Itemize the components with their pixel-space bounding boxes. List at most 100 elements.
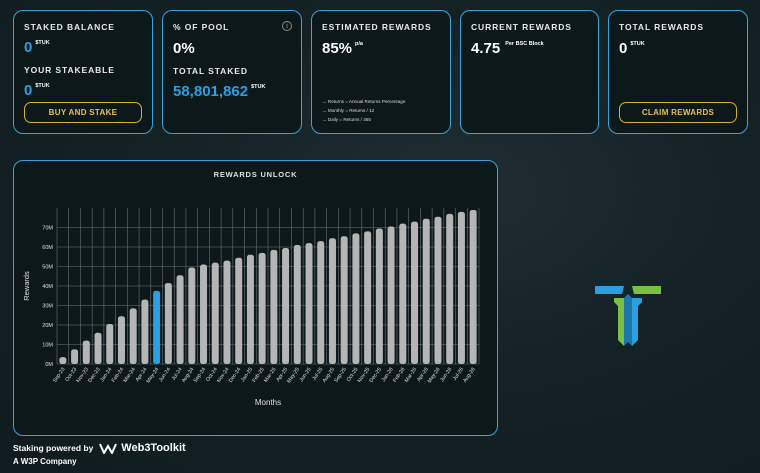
estimated-rewards-number: 85% [322,40,353,57]
estimated-rewards-unit: p/a [355,41,363,47]
current-rewards-unit: Per BSC Block [505,41,544,47]
estimated-rewards-card: ESTIMATED REWARDS 85% p/a → Returns = An… [311,10,451,134]
y-axis-label: Rewards [22,271,31,301]
chart-bar [317,241,325,364]
chart-title: REWARDS UNLOCK [213,170,298,179]
y-tick-label: 30M [42,304,53,310]
y-tick-label: 10M [42,343,53,349]
chart-bar [399,223,407,364]
current-rewards-label: CURRENT REWARDS [471,22,572,32]
chart-bar [340,236,348,364]
chart-bar [153,290,161,364]
chart-bar [246,254,254,364]
pool-label: % OF POOL [173,22,230,32]
x-tick-label: Aug-26 [462,367,477,384]
x-tick-label: Sep-24 [193,367,208,384]
chart-bar [387,226,395,364]
chart-bar [129,308,137,364]
x-tick-label: Jun-25 [299,367,313,384]
chart-bar [270,249,278,364]
y-tick-label: 0M [45,362,53,368]
web3toolkit-brand[interactable]: Web3Toolkit [121,442,186,454]
current-rewards-value: 4.75 Per BSC Block [471,40,588,57]
estimated-rewards-notes: → Returns = Annual Returns Percentage → … [322,97,405,124]
stakeable-unit: $TUK [35,83,50,89]
chart-bar [411,221,419,364]
chart-bar [71,349,79,364]
y-tick-label: 60M [42,245,53,251]
chart-bar [106,324,114,364]
stakeable-label: YOUR STAKEABLE [24,65,115,75]
total-rewards-card: TOTAL REWARDS 0 $TUK CLAIM REWARDS [608,10,748,134]
chart-bar [176,275,184,364]
current-rewards-card: CURRENT REWARDS 4.75 Per BSC Block [460,10,599,134]
y-tick-label: 20M [42,323,53,329]
chart-bar [293,245,301,364]
chart-bar [117,316,125,364]
chart-bar [141,299,149,364]
x-tick-label: May-24 [145,367,160,385]
x-tick-label: Sep-23 [52,367,67,384]
total-rewards-label: TOTAL REWARDS [619,22,704,32]
chart-bar [94,332,102,364]
tuk-logo-icon [595,286,661,346]
company-line: A W3P Company [13,457,77,466]
chart-bar [82,340,90,364]
chart-bar [364,231,372,364]
staked-balance-unit: $TUK [35,40,50,46]
staked-balance-number: 0 [24,39,33,56]
x-tick-label: Mar-26 [404,367,418,384]
chart-bar [282,247,290,364]
chart-bar [457,211,465,364]
estimated-rewards-value: 85% p/a [322,40,440,57]
x-tick-label: Mar-24 [122,367,136,384]
y-tick-label: 70M [42,226,53,232]
x-tick-label: Dec-23 [87,367,102,384]
chart-bar [446,213,454,364]
rewards-unlock-chart-card: REWARDS UNLOCK 0M 10M 20M 30M 40M 50M 60M 70M Se… [13,160,498,436]
x-tick-label: Dec-24 [228,367,243,384]
staked-balance-label: STAKED BALANCE [24,22,115,32]
x-tick-label: Jun-26 [439,367,453,384]
claim-rewards-button[interactable]: CLAIM REWARDS [619,102,737,123]
chart-bar [328,238,336,364]
chart-bar [422,218,430,364]
info-icon[interactable]: i [282,21,292,31]
note-annual: → Returns = Annual Returns Percentage [322,99,406,104]
stakeable-value: 0 $TUK [24,82,142,99]
pool-card: % OF POOL i 0% TOTAL STAKED 58,801,862 $… [162,10,302,134]
estimated-rewards-label: ESTIMATED REWARDS [322,22,432,32]
staked-balance-card: STAKED BALANCE 0 $TUK YOUR STAKEABLE 0 $… [13,10,153,134]
total-staked-label: TOTAL STAKED [173,66,248,76]
chart-bar [200,264,208,364]
y-tick-label: 40M [42,284,53,290]
x-tick-label: Mar-25 [263,367,277,384]
pool-value: 0% [173,40,195,57]
note-monthly: → Monthly = Returns / 12 [322,108,375,113]
x-tick-label: May-26 [427,367,442,385]
total-rewards-number: 0 [619,40,628,57]
total-rewards-unit: $TUK [630,41,645,47]
staked-balance-value: 0 $TUK [24,39,142,56]
chart-bar [375,228,383,364]
chart-bar [59,357,67,364]
chart-bar [305,243,313,364]
x-tick-label: Dec-25 [368,367,383,384]
total-staked-value: 58,801,862 $TUK [173,83,291,100]
chart-bar [223,260,231,364]
current-rewards-number: 4.75 [471,40,501,57]
chart-bar [235,257,243,364]
note-daily: → Daily = Returns / 365 [322,117,371,122]
chart-bar [434,216,442,364]
powered-by: Staking powered by Web3Toolkit [13,442,186,454]
y-tick-label: 50M [42,265,53,271]
buy-and-stake-button[interactable]: BUY AND STAKE [24,102,142,123]
x-axis-label: Months [255,398,281,407]
x-tick-label: Sep-25 [333,367,348,384]
total-staked-number: 58,801,862 [173,83,249,100]
web3toolkit-logo-icon [99,443,118,454]
x-tick-label: May-25 [286,367,301,385]
chart-bar [164,283,172,364]
x-tick-label: Jun-24 [158,367,172,384]
chart-bar [352,233,360,364]
